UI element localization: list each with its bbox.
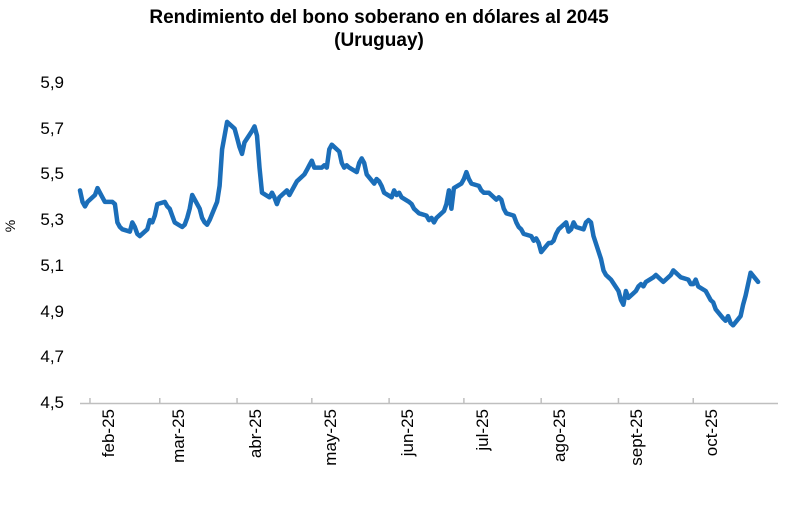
y-tick-label: 4,9	[40, 301, 64, 321]
x-tick-label: abr-25	[246, 409, 266, 459]
chart-subtitle: (Uruguay)	[334, 30, 424, 51]
x-tick-label: sept-25	[627, 409, 647, 466]
yield-line	[77, 119, 761, 328]
yield-line-series	[77, 119, 761, 328]
x-tick-label: mar-25	[168, 409, 188, 463]
x-tick-label: jun-25	[398, 409, 418, 457]
y-tick-label: 5,3	[40, 210, 64, 230]
y-tick-label: 5,5	[40, 164, 64, 184]
x-axis	[80, 398, 778, 405]
x-tick-label: oct-25	[702, 409, 722, 457]
y-tick-label: 4,7	[40, 347, 64, 367]
y-tick-label: 5,7	[40, 118, 64, 138]
x-tick-label: ago-25	[550, 409, 570, 462]
y-tick-label: 5,1	[40, 255, 64, 275]
chart-title: Rendimiento del bono soberano en dólares…	[149, 7, 609, 28]
y-tick-label: 4,5	[40, 393, 64, 412]
x-tick-label: may-25	[320, 409, 340, 466]
y-tick-label: 5,9	[40, 73, 64, 92]
x-tick-label: feb-25	[98, 409, 118, 458]
x-tick-label: jul-25	[472, 409, 492, 451]
